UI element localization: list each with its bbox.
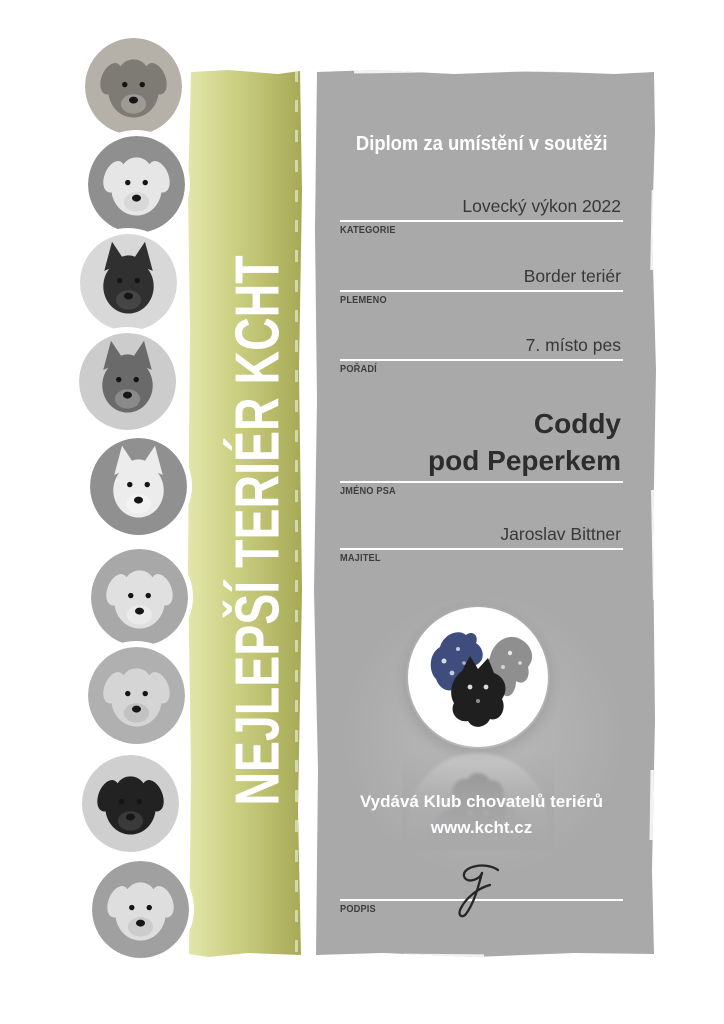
field-label-poradi: POŘADÍ — [340, 364, 377, 375]
fox-terrier-photo — [82, 641, 190, 749]
field-label-kategorie: KATEGORIE — [340, 225, 396, 236]
field-value-poradi: 7. místo pes — [525, 335, 621, 355]
texture-mark — [353, 70, 425, 74]
field-value-plemeno: Border teriér — [523, 266, 621, 286]
kcht-logo — [406, 605, 550, 749]
texture-mark — [513, 70, 575, 73]
bedlington-terrier-photo — [82, 130, 190, 238]
kcht-terrier-heads-logo-icon — [408, 607, 548, 747]
texture-mark — [651, 489, 656, 601]
bedlington-terrier-icon — [87, 135, 185, 233]
texture-mark — [295, 70, 298, 957]
field-label-podpis: PODPIS — [340, 904, 376, 915]
field-row-jmeno-psa: Coddy pod Peperkem JMÉNO PSA — [340, 407, 623, 497]
cairn-terrier-photo — [73, 327, 181, 435]
black-terrier-photo — [76, 749, 184, 857]
jagdterrier-icon — [79, 233, 177, 331]
fox-terrier-icon — [87, 646, 185, 744]
field-row-plemeno: Border teriér PLEMENO — [340, 266, 623, 306]
diploma-title-text: Diplom za umístění v soutěži — [355, 133, 608, 155]
black-terrier-icon — [81, 754, 179, 852]
west-highland-white-terrier-photo — [84, 432, 192, 540]
certificate-panel: Diplom za umístění v soutěži Lovecký výk… — [314, 70, 656, 957]
field-row-poradi: 7. místo pes POŘADÍ — [340, 335, 623, 375]
border-terrier-icon — [84, 37, 182, 135]
west-highland-white-terrier-icon — [89, 437, 187, 535]
field-row-kategorie: Lovecký výkon 2022 KATEGORIE — [340, 196, 623, 236]
field-line — [340, 220, 623, 222]
jagdterrier-photo — [74, 228, 182, 336]
handwritten-signature — [436, 858, 526, 920]
signature-icon — [458, 864, 500, 918]
diploma-title: Diplom za umístění v soutěži — [340, 133, 623, 156]
field-value-majitel: Jaroslav Bittner — [500, 524, 621, 544]
field-row-podpis: PODPIS — [340, 875, 623, 915]
texture-mark — [649, 769, 655, 841]
parson-russell-terrier-icon — [90, 548, 188, 646]
olive-banner — [188, 70, 302, 957]
issuer-line1: Vydává Klub chovatelů teriérů — [359, 792, 604, 811]
cairn-terrier-icon — [78, 332, 176, 430]
field-line — [340, 899, 623, 901]
field-label-majitel: MAJITEL — [340, 553, 381, 564]
dog-name-line1: Coddy — [533, 408, 621, 439]
issuer-url: www.kcht.cz — [430, 818, 533, 837]
dog-name-line2: pod Peperkem — [428, 445, 621, 476]
field-line — [340, 290, 623, 292]
field-label-jmeno-psa: JMÉNO PSA — [340, 486, 396, 497]
field-label-plemeno: PLEMENO — [340, 295, 387, 306]
dandie-dinmont-terrier-icon — [91, 860, 189, 958]
field-value-kategorie: Lovecký výkon 2022 — [462, 196, 621, 216]
field-line — [340, 548, 623, 550]
texture-mark — [403, 953, 485, 957]
issuer-block: Vydává Klub chovatelů teriérů www.kcht.c… — [340, 789, 623, 841]
field-row-majitel: Jaroslav Bittner MAJITEL — [340, 524, 623, 564]
parson-russell-terrier-photo — [85, 543, 193, 651]
texture-mark — [650, 189, 656, 271]
field-line — [340, 481, 623, 483]
field-line — [340, 359, 623, 361]
dandie-dinmont-terrier-photo — [86, 855, 194, 963]
border-terrier-photo — [79, 32, 187, 140]
logo-reflection-fade — [402, 751, 554, 851]
